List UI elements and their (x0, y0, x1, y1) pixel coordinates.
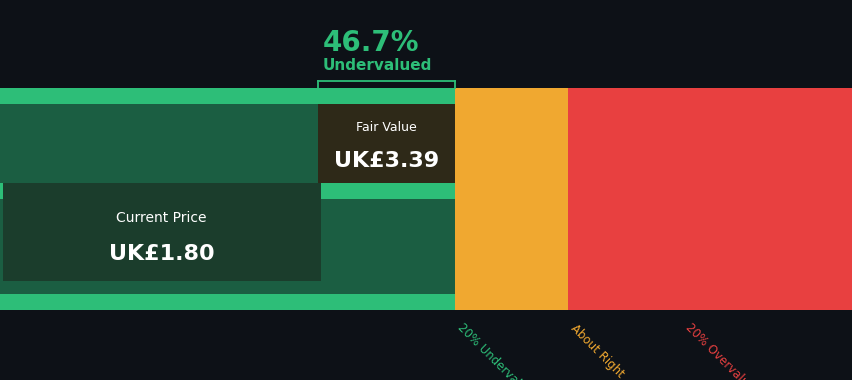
Bar (454, 88, 567, 310)
Bar (0, 294, 454, 310)
Text: 20% Overvalued: 20% Overvalued (682, 321, 760, 380)
Text: UK£3.39: UK£3.39 (333, 151, 439, 171)
Bar (0, 88, 454, 103)
Text: Fair Value: Fair Value (355, 121, 417, 134)
Bar (0, 103, 454, 294)
Bar (0, 184, 454, 199)
Text: UK£1.80: UK£1.80 (109, 244, 214, 264)
Bar (3, 184, 320, 281)
Text: 20% Undervalued: 20% Undervalued (454, 321, 538, 380)
Bar (318, 103, 454, 184)
Text: 46.7%: 46.7% (322, 29, 418, 57)
Text: Undervalued: Undervalued (322, 59, 431, 73)
Bar (567, 88, 852, 310)
Text: About Right: About Right (567, 321, 626, 380)
Text: Current Price: Current Price (116, 211, 207, 225)
